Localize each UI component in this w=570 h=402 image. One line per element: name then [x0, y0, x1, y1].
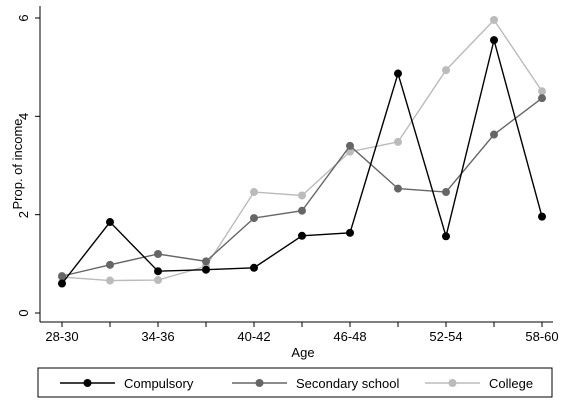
data-point [202, 257, 210, 266]
x-tick-label: 34-36 [141, 329, 174, 344]
data-point [538, 87, 546, 96]
series-secondary-school [58, 94, 546, 281]
data-point [490, 36, 498, 45]
data-point [346, 141, 354, 150]
data-point [154, 276, 162, 285]
legend-swatch-marker [448, 379, 457, 387]
legend-item-college: College [425, 376, 533, 391]
data-point [346, 147, 354, 156]
legend-swatch-marker [83, 379, 92, 387]
x-tick-label: 58-60 [525, 329, 558, 344]
series-line [61, 18, 543, 282]
series-line [61, 37, 543, 284]
data-point [394, 69, 402, 78]
legend-swatch-marker [255, 379, 264, 387]
data-point [250, 214, 258, 223]
data-point [154, 250, 162, 258]
y-tick-label: 2 [16, 211, 31, 218]
data-point [58, 279, 66, 288]
x-axis-title: Age [291, 345, 314, 360]
x-tick-label: 52-54 [429, 329, 462, 344]
data-point [58, 272, 66, 281]
data-point [442, 232, 450, 241]
data-point [250, 263, 258, 272]
data-point [490, 130, 498, 139]
series-layer [58, 15, 546, 288]
data-point [106, 218, 114, 227]
data-point [202, 265, 210, 274]
legend-label: Secondary school [296, 376, 399, 391]
data-point [106, 276, 114, 285]
y-tick-label: 4 [16, 113, 31, 120]
plot-area: 0 2 4 6 28-30 34-36 40-42 46-48 52-54 58-60 [16, 6, 559, 344]
data-point [394, 184, 402, 193]
y-axis-title: Prop. of income [10, 118, 25, 209]
y-axis-ticks: 0 2 4 6 [16, 14, 40, 317]
data-point [298, 206, 306, 215]
y-tick-label: 6 [16, 14, 31, 21]
legend-label: College [489, 376, 533, 391]
data-point [538, 94, 546, 103]
x-axis-ticks: 28-30 34-36 40-42 46-48 52-54 58-60 [45, 322, 559, 344]
series-compulsory [58, 36, 546, 288]
legend-item-compulsory: Compulsory [60, 376, 194, 391]
series-line [61, 97, 543, 277]
legend-item-secondary-school: Secondary school [232, 376, 399, 391]
data-point [106, 260, 114, 269]
data-point [298, 231, 306, 240]
data-point [490, 15, 498, 24]
legend-label: Compulsory [124, 376, 194, 391]
data-point [442, 188, 450, 197]
data-point [250, 188, 258, 197]
x-tick-label: 46-48 [333, 329, 366, 344]
data-point [394, 137, 402, 146]
data-point [346, 228, 354, 237]
data-point [538, 212, 546, 221]
y-tick-label: 0 [16, 309, 31, 316]
data-point [442, 66, 450, 75]
x-tick-label: 40-42 [237, 329, 270, 344]
data-point [154, 267, 162, 276]
legend: Compulsory Secondary school College [60, 376, 533, 391]
x-tick-label: 28-30 [45, 329, 78, 344]
data-point [298, 191, 306, 200]
